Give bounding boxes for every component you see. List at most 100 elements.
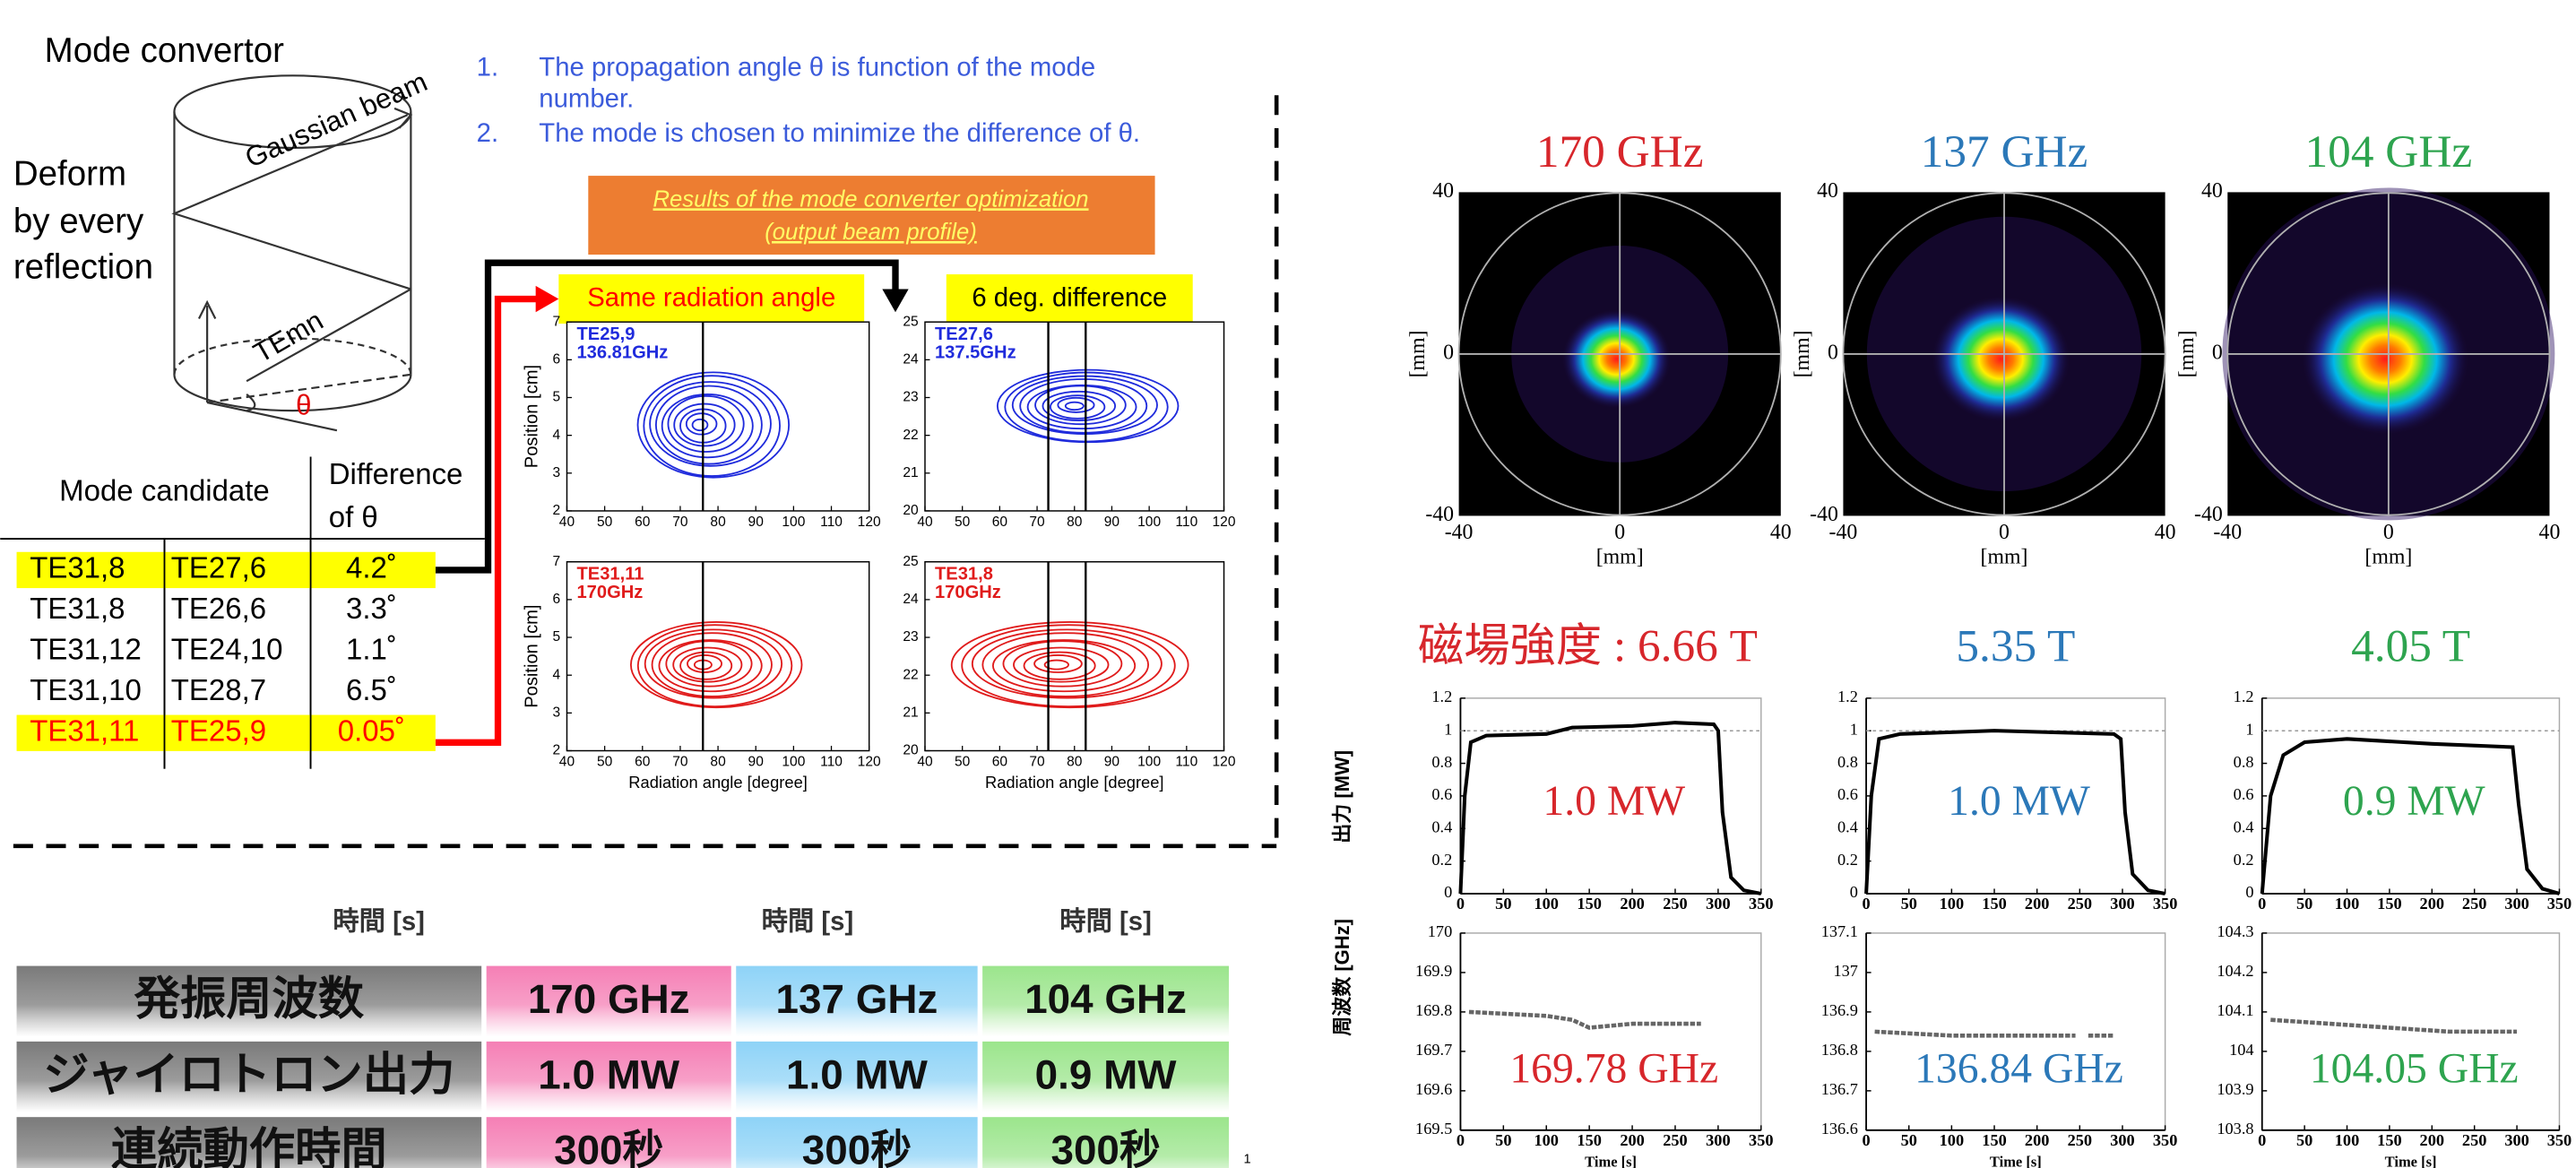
y-tick-label: 23 <box>903 629 918 645</box>
table-cell: 1.0 MW <box>538 1051 680 1097</box>
y-tick-label: 104.1 <box>2217 1001 2253 1019</box>
x-tick-label: 110 <box>1175 754 1197 769</box>
table-cell: 1.0 MW <box>786 1051 929 1097</box>
table-header: Mode candidate <box>59 474 270 507</box>
deform-text: Deform <box>13 154 126 193</box>
plot-annotation: 136.84 GHz <box>1915 1046 2123 1093</box>
beam-spot <box>2302 283 2468 435</box>
plot-label: TE31,11 <box>576 565 644 584</box>
y-tick-label: 0.6 <box>1837 785 1858 803</box>
y-tick-label: 40 <box>1432 179 1454 203</box>
x-axis-label: Time [s] <box>1990 1153 2042 1168</box>
y-tick-label: 1.2 <box>1431 688 1452 705</box>
x-tick-label: 60 <box>635 754 651 769</box>
y-tick-label: 1.2 <box>1837 688 1858 705</box>
y-tick-label: 169.6 <box>1415 1080 1452 1098</box>
plot-annotation: 1.0 MW <box>1948 778 2090 825</box>
plot-label: 136.81GHz <box>576 342 668 362</box>
plot-label: TE31,8 <box>935 565 993 584</box>
table-cell: 0.05˚ <box>338 714 405 747</box>
y-tick-label: 6 <box>552 351 560 367</box>
x-tick-label: 200 <box>1620 1131 1644 1149</box>
y-tick-label: 0.2 <box>1837 851 1858 869</box>
x-tick-label: 0 <box>1863 1131 1871 1149</box>
y-tick-label: 0.8 <box>1837 753 1858 771</box>
x-tick-label: 0 <box>1457 895 1465 913</box>
x-tick-label: 100 <box>782 754 805 769</box>
x-tick-label: 120 <box>858 515 881 530</box>
x-tick-label: 250 <box>1663 895 1687 913</box>
x-tick-label: 100 <box>1534 895 1559 913</box>
x-tick-label: 150 <box>1982 1131 2006 1149</box>
y-tick-label: 3 <box>552 705 560 720</box>
field-strength: 5.35 T <box>1956 621 2075 672</box>
table-cell: 137 GHz <box>776 976 938 1022</box>
x-tick-label: 60 <box>635 515 651 530</box>
x-tick-label: 150 <box>2377 1131 2401 1149</box>
x-tick-label: 80 <box>1067 515 1083 530</box>
x-tick-label: 0 <box>2258 1131 2266 1149</box>
table-cell: 6.5˚ <box>346 673 397 706</box>
x-tick-label: 350 <box>2547 1131 2572 1149</box>
beam-spot <box>1562 309 1671 408</box>
x-tick-label: 100 <box>1534 1131 1559 1149</box>
y-tick-label: 0.8 <box>1431 753 1452 771</box>
plot-label: 170GHz <box>576 583 643 602</box>
x-tick-label: 120 <box>1213 515 1236 530</box>
x-tick-label: 300 <box>2504 1131 2528 1149</box>
x-tick-label: 40 <box>1770 521 1792 544</box>
y-tick-label: 3 <box>552 465 560 480</box>
y-tick-label: -40 <box>1810 503 1838 526</box>
x-tick-label: 350 <box>1749 1131 1773 1149</box>
table-cell: TE31,8 <box>30 592 125 625</box>
table-cell: ジャイロトロン出力 <box>43 1049 454 1100</box>
y-tick-label: 2 <box>552 743 560 758</box>
plot-label: TE27,6 <box>935 324 993 344</box>
y-tick-label: 24 <box>903 592 919 607</box>
x-tick-label: 100 <box>1940 1131 1964 1149</box>
x-tick-label: 120 <box>858 754 881 769</box>
plot-annotation: 169.78 GHz <box>1509 1046 1718 1093</box>
y-tick-label: 4 <box>552 428 560 443</box>
y-tick-label: 0 <box>2245 883 2253 901</box>
y-tick-label: 136.9 <box>1821 1001 1858 1019</box>
y-tick-label: 25 <box>903 314 918 329</box>
note-text: number. <box>539 84 634 114</box>
y-tick-label: 21 <box>903 705 918 720</box>
x-axis-label: [mm] <box>1596 546 1644 569</box>
callout-text: Same radiation angle <box>587 282 835 312</box>
x-tick-label: 350 <box>2153 1131 2177 1149</box>
y-tick-label: 0 <box>2212 341 2223 364</box>
x-tick-label: 60 <box>992 515 1008 530</box>
x-tick-label: 70 <box>672 754 688 769</box>
x-tick-label: 0 <box>1863 895 1871 913</box>
y-axis-label: Position [cm] <box>522 604 541 707</box>
x-tick-label: 50 <box>597 754 613 769</box>
x-tick-label: 100 <box>2335 895 2359 913</box>
y-tick-label: 0.4 <box>2234 818 2254 835</box>
banner-text: (output beam profile) <box>765 220 977 245</box>
y-tick-label: 0 <box>1443 341 1454 364</box>
table-cell: 300秒 <box>554 1128 663 1168</box>
x-tick-label: 0 <box>1457 1131 1465 1149</box>
x-tick-label: 90 <box>748 754 765 769</box>
y-tick-label: 103.9 <box>2217 1080 2253 1098</box>
x-tick-label: 150 <box>1982 895 2006 913</box>
field-strength: 磁場強度 : 6.66 T <box>1418 621 1758 672</box>
y-axis-label: Position [cm] <box>522 365 541 468</box>
y-tick-label: 0.6 <box>1431 785 1452 803</box>
x-tick-label: 300 <box>2110 1131 2134 1149</box>
y-tick-label: 104.3 <box>2217 922 2253 940</box>
x-tick-label: 150 <box>2377 895 2401 913</box>
plot-label: 170GHz <box>935 583 1001 602</box>
y-tick-label: 40 <box>1817 179 1838 203</box>
table-cell: TE26,6 <box>171 592 266 625</box>
x-tick-label: 60 <box>992 754 1008 769</box>
x-tick-label: 250 <box>2068 1131 2092 1149</box>
plot-annotation: 1.0 MW <box>1543 778 1685 825</box>
y-tick-label: 104 <box>2229 1041 2253 1059</box>
field-strength: 4.05 T <box>2351 621 2470 672</box>
x-tick-label: 40 <box>559 515 575 530</box>
x-tick-label: 40 <box>2539 521 2561 544</box>
note-text: The propagation angle θ is function of t… <box>539 53 1095 82</box>
